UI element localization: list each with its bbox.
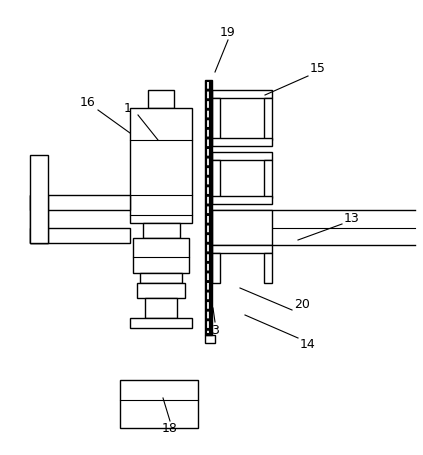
Bar <box>140 273 182 283</box>
Bar <box>120 380 198 428</box>
Bar <box>30 195 48 243</box>
Bar <box>148 90 174 108</box>
Bar <box>205 335 215 343</box>
Text: 19: 19 <box>220 25 236 39</box>
Bar <box>205 80 212 335</box>
Text: 16: 16 <box>80 96 96 110</box>
Bar <box>212 160 220 198</box>
Text: 1: 1 <box>124 101 132 115</box>
Bar <box>212 138 272 146</box>
Bar <box>212 245 272 253</box>
Bar <box>212 98 220 140</box>
Bar <box>212 196 272 204</box>
Text: 13: 13 <box>344 212 360 224</box>
Text: 20: 20 <box>294 298 310 312</box>
Bar <box>212 210 272 245</box>
Bar <box>264 160 272 198</box>
Bar <box>212 253 220 283</box>
Text: 15: 15 <box>310 61 326 75</box>
Bar <box>212 152 272 160</box>
Bar <box>145 298 177 318</box>
Bar <box>137 283 185 298</box>
Bar <box>264 98 272 140</box>
Text: 14: 14 <box>300 339 316 352</box>
Bar <box>30 228 130 243</box>
Bar <box>212 90 272 98</box>
Text: 18: 18 <box>162 421 178 435</box>
Bar <box>130 108 192 223</box>
Text: 3: 3 <box>211 324 219 337</box>
Bar <box>264 253 272 283</box>
Bar <box>30 195 130 210</box>
Bar <box>30 155 48 243</box>
Bar <box>143 223 180 238</box>
Bar <box>130 318 192 328</box>
Bar <box>133 238 189 273</box>
